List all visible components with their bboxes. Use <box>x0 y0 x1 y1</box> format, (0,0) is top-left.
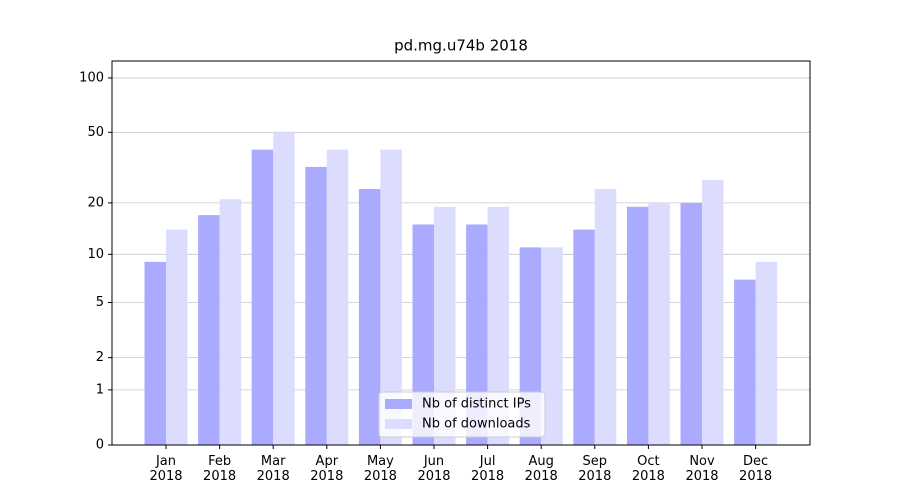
bar <box>251 149 274 445</box>
legend-swatch <box>385 419 412 429</box>
bar <box>305 166 327 445</box>
y-tick-label: 100 <box>79 70 104 85</box>
x-tick-label: Feb 2018 <box>203 454 237 484</box>
legend-label: Nb of distinct IPs <box>422 397 531 412</box>
bar <box>487 206 510 445</box>
y-tick-label: 0 <box>96 438 104 453</box>
y-tick-label: 10 <box>87 247 104 262</box>
plot-frame <box>111 60 811 446</box>
bar <box>648 202 670 445</box>
bar <box>702 179 724 445</box>
bar <box>412 224 434 445</box>
legend-swatch <box>385 399 412 409</box>
chart-title: pd.mg.u74b 2018 <box>394 37 528 55</box>
bar <box>380 149 402 445</box>
bar <box>273 132 295 446</box>
y-tick-label: 1 <box>96 382 104 397</box>
x-tick-label: Nov 2018 <box>685 454 719 484</box>
bar <box>326 149 349 445</box>
bar <box>219 199 242 445</box>
bar <box>198 215 220 445</box>
bar <box>358 189 381 445</box>
x-tick-label: Mar 2018 <box>256 454 290 484</box>
bar <box>166 229 188 445</box>
bar <box>626 206 649 445</box>
x-tick-label: Jul 2018 <box>471 454 505 484</box>
x-tick-label: May 2018 <box>363 454 397 484</box>
x-tick-label: Aug 2018 <box>524 454 558 484</box>
x-tick-label: Oct 2018 <box>631 454 665 484</box>
x-tick-label: Jun 2018 <box>417 454 451 484</box>
bar <box>734 279 756 445</box>
bar <box>594 189 617 445</box>
bar <box>466 224 488 445</box>
x-tick-label: Dec 2018 <box>739 454 773 484</box>
bar <box>755 261 778 445</box>
x-tick-label: Jan 2018 <box>149 454 183 484</box>
bar <box>680 202 702 445</box>
x-tick-label: Sep 2018 <box>578 454 612 484</box>
y-tick-label: 50 <box>87 125 104 140</box>
bar <box>541 247 563 445</box>
y-tick-label: 2 <box>96 350 104 365</box>
y-tick-label: 5 <box>96 295 104 310</box>
legend-label: Nb of downloads <box>422 417 531 432</box>
bar <box>573 229 595 445</box>
bar <box>144 261 166 445</box>
legend: Nb of distinct IPs Nb of downloads <box>378 391 546 438</box>
bar <box>434 206 456 445</box>
x-tick-label: Apr 2018 <box>310 454 344 484</box>
legend-box <box>378 391 546 438</box>
y-tick-label: 20 <box>87 195 104 210</box>
